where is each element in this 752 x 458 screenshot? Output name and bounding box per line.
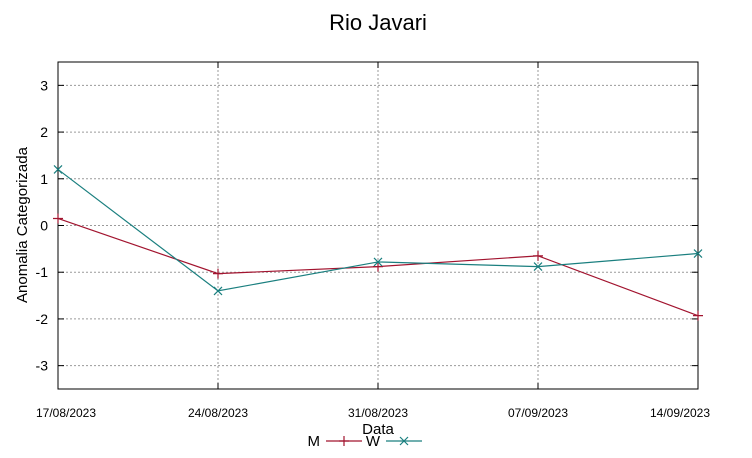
- y-tick-label: 3: [40, 77, 48, 93]
- x-axis-ticks: 17/08/2023 24/08/2023 31/08/2023 07/09/2023…: [36, 62, 710, 420]
- x-tick-label: 31/08/2023: [348, 406, 408, 420]
- x-tick-label: 07/09/2023: [508, 406, 568, 420]
- series-M-marker: [213, 268, 223, 279]
- chart-title: Rio Javari: [329, 10, 427, 35]
- series-M: [53, 213, 703, 321]
- x-tick-label: 14/09/2023: [650, 406, 710, 420]
- x-axis-label: Data: [362, 421, 394, 438]
- y-tick-label: -3: [36, 358, 49, 374]
- y-tick-label: 2: [40, 124, 48, 140]
- series-M-marker: [53, 213, 63, 224]
- series-W-marker: [213, 286, 223, 296]
- series-M-marker: [373, 261, 383, 272]
- y-tick-label: 1: [40, 171, 48, 187]
- series-group: [53, 165, 703, 321]
- legend-label: W: [366, 433, 381, 450]
- x-tick-label: 24/08/2023: [188, 406, 248, 420]
- x-tick-label: 17/08/2023: [36, 406, 96, 420]
- y-tick-label: -1: [36, 264, 49, 280]
- y-tick-label: -2: [36, 311, 49, 327]
- legend-swatch-marker: [339, 436, 349, 446]
- series-W-marker: [53, 165, 63, 174]
- series-W-marker: [373, 257, 383, 267]
- legend-label: M: [308, 433, 321, 450]
- series-W: [53, 165, 703, 296]
- y-axis-label: Anomalia Categorizada: [14, 146, 31, 303]
- series-M-marker: [693, 310, 703, 321]
- grid-lines: [58, 62, 698, 389]
- y-tick-label: 0: [40, 218, 48, 234]
- legend-swatch-marker: [399, 436, 409, 446]
- series-M-marker: [533, 250, 543, 261]
- series-W-marker: [533, 262, 543, 272]
- series-W-marker: [693, 249, 703, 258]
- y-axis-ticks: 3 2 1 0 -1 -2 -3: [36, 77, 698, 374]
